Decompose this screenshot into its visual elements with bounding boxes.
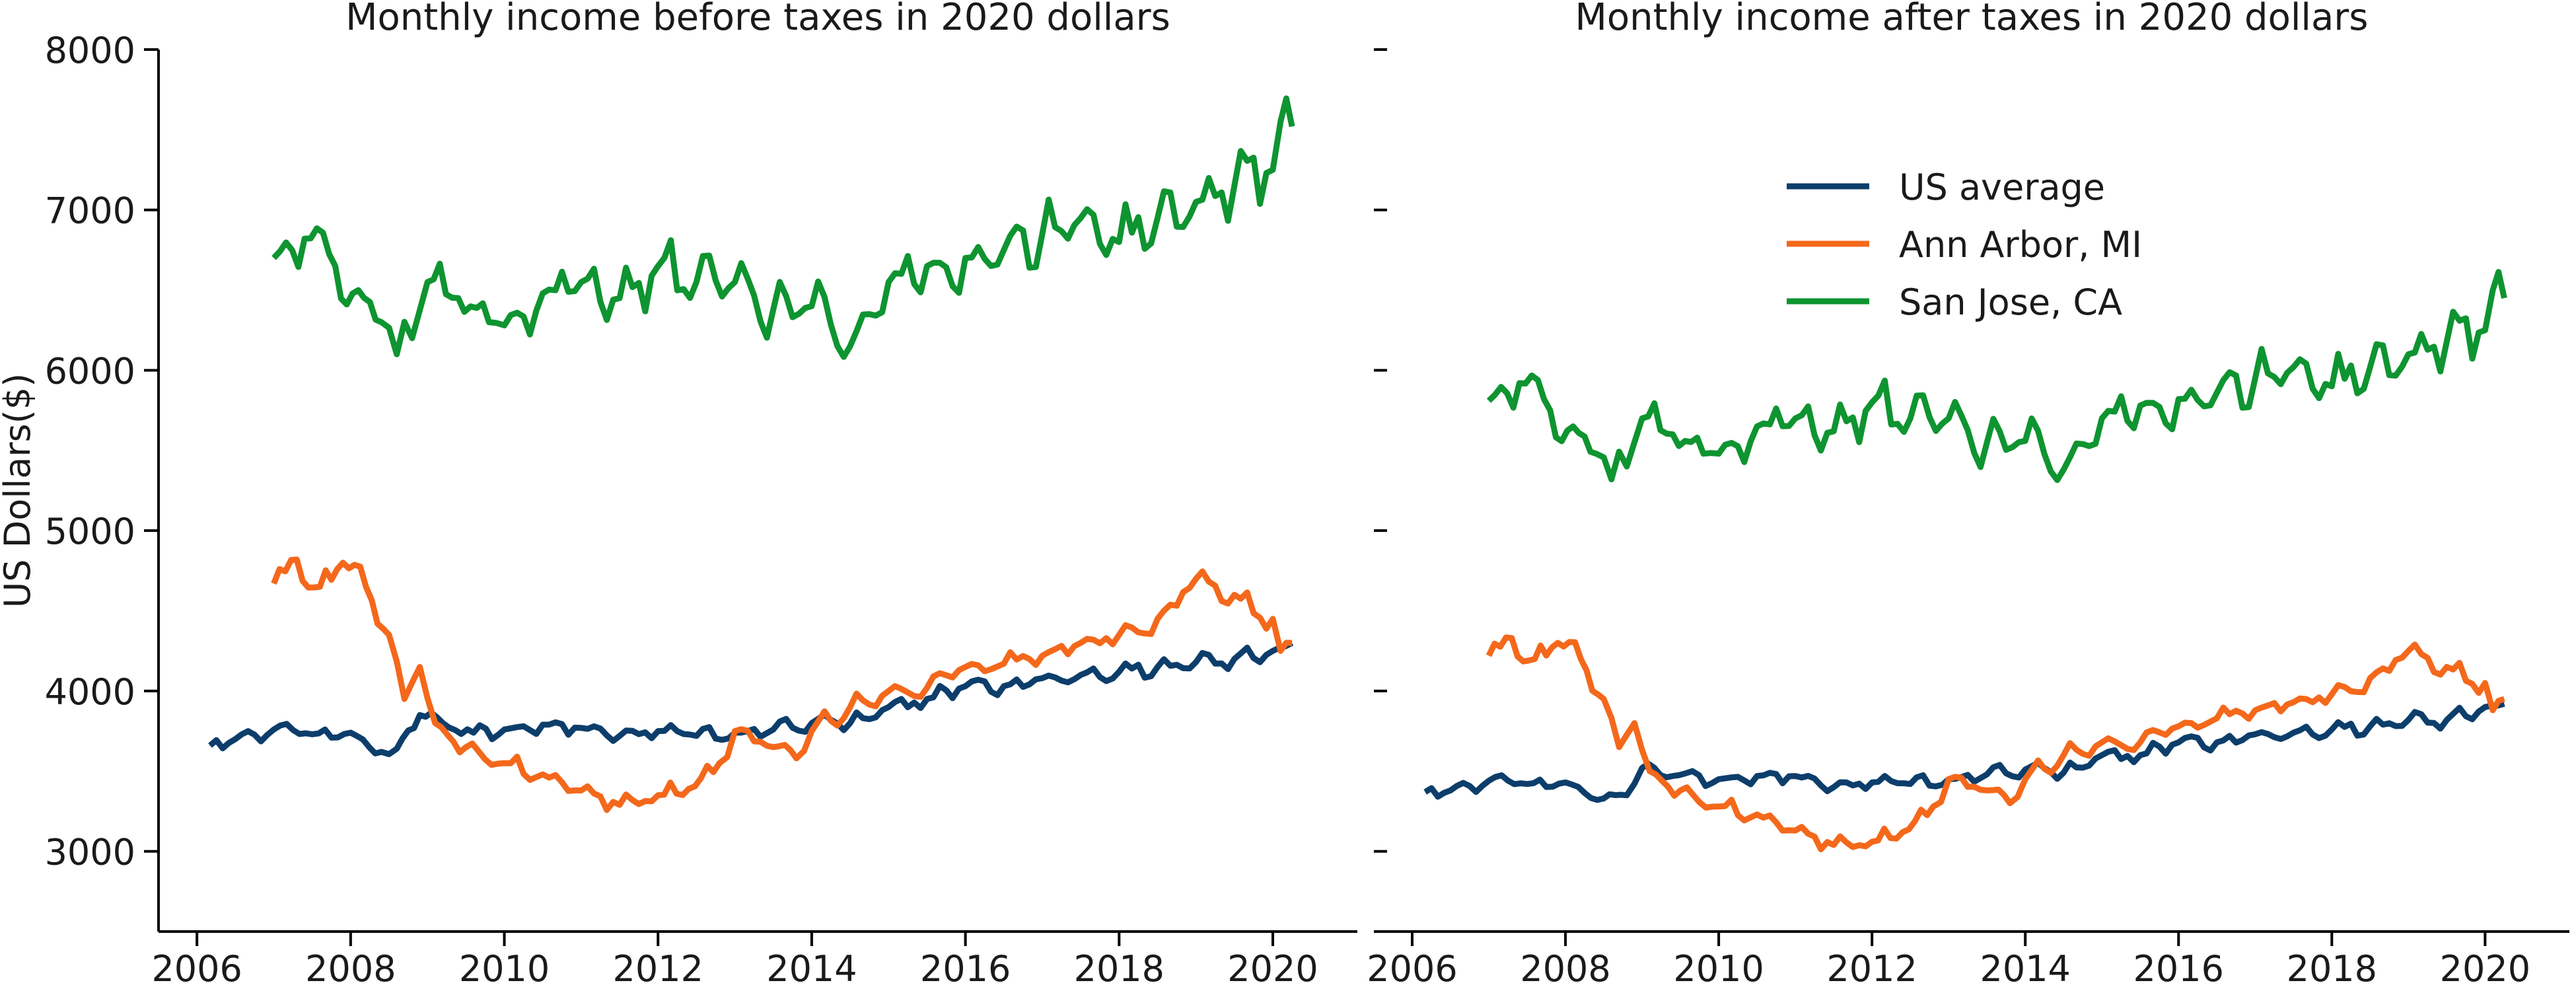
x-tick-label: 2010 [1673,948,1764,990]
x-tick-label: 2020 [2440,948,2530,990]
x-tick-label: 2016 [2133,948,2224,990]
x-tick-label: 2018 [1074,948,1164,990]
y-tick-label: 8000 [45,30,135,71]
chart-panel-before-taxes: Monthly income before taxes in 2020 doll… [0,0,1357,990]
chart-panel-after-taxes: Monthly income after taxes in 2020 dolla… [1367,0,2569,990]
legend-label: US average [1899,166,2105,208]
x-tick-label: 2018 [2287,948,2377,990]
x-tick-label: 2014 [766,948,857,990]
chart-title: Monthly income after taxes in 2020 dolla… [1575,0,2369,39]
y-tick-label: 3000 [45,832,135,873]
legend-label: San Jose, CA [1899,281,2122,323]
series-lines [208,95,1295,813]
y-tick-label: 5000 [45,511,135,552]
y-tick-label: 6000 [45,350,135,392]
series-line-san-jose-ca [271,95,1295,360]
y-ticks [1374,48,1387,853]
x-tick-label: 2020 [1227,948,1318,990]
chart-title: Monthly income before taxes in 2020 doll… [345,0,1170,39]
legend: US average Ann Arbor, MI San Jose, CA [1787,166,2142,323]
x-tick-label: 2008 [305,948,396,990]
legend-label: Ann Arbor, MI [1899,224,2142,266]
x-tick-label: 2006 [1367,948,1457,990]
series-line-ann-arbor-mi [271,556,1293,813]
y-axis-label: US Dollars($) [0,373,38,608]
x-tick-label: 2008 [1520,948,1610,990]
y-tick-label: 7000 [45,190,135,232]
x-tick-label: 2006 [151,948,242,990]
x-tick-label: 2014 [1980,948,2070,990]
y-tick-label: 4000 [45,671,135,713]
x-ticks: 2006 2008 2010 2012 2014 2016 2018 2020 [1367,932,2530,990]
y-ticks: 3000 4000 5000 6000 7000 8000 [45,30,159,873]
series-lines [1423,269,2507,852]
series-line-us-average [1423,700,2505,803]
x-ticks: 2006 2008 2010 2012 2014 2016 2018 2020 [151,932,1318,990]
series-line-san-jose-ca [1486,269,2507,484]
x-tick-label: 2012 [613,948,703,990]
x-tick-label: 2010 [459,948,550,990]
x-tick-label: 2016 [920,948,1011,990]
series-line-ann-arbor-mi [1485,634,2505,852]
x-tick-label: 2012 [1826,948,1917,990]
